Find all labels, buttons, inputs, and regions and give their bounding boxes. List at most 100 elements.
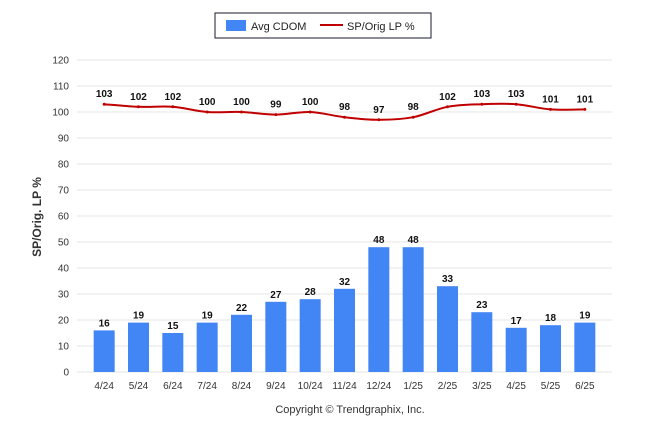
x-axis-ticks: 4/24 5/24 6/24 7/24 8/24 9/24 10/24 11/24 12/24 1…: [94, 381, 595, 392]
y-tick-label: 90: [58, 134, 70, 145]
bar: [471, 312, 493, 372]
bar-data-label: 48: [373, 235, 385, 246]
line-data-label: 100: [302, 97, 319, 108]
bar-data-label: 32: [339, 277, 351, 288]
line-data-label: 102: [439, 92, 456, 103]
x-tick-label: 3/25: [472, 381, 492, 392]
y-tick-label: 10: [58, 342, 70, 353]
bar: [540, 325, 561, 372]
x-tick-label: 6/24: [163, 381, 183, 392]
bar: [574, 322, 596, 372]
line-data-label: 99: [270, 100, 282, 111]
y-tick-label: 20: [58, 316, 70, 327]
bar-data-label: 19: [133, 311, 145, 322]
x-tick-label: 4/24: [94, 381, 114, 392]
bar: [128, 322, 149, 372]
bar-series: 16 19 15 19 22 27 28 32 48 48 33 23 17 18 19: [93, 235, 596, 372]
y-tick-label: 0: [63, 368, 69, 379]
y-tick-label: 40: [58, 264, 70, 275]
bar: [196, 322, 218, 372]
line-data-label: 98: [408, 102, 420, 113]
bar-data-label: 28: [305, 287, 317, 298]
bar: [265, 301, 287, 372]
x-tick-label: 1/25: [403, 381, 423, 392]
line-data-label: 101: [576, 94, 593, 105]
y-tick-label: 70: [58, 186, 70, 197]
line-point: [411, 115, 415, 119]
line-point: [343, 115, 346, 119]
x-tick-label: 6/25: [575, 381, 595, 392]
line-data-label: 103: [473, 89, 490, 100]
line-data-label: 97: [373, 105, 385, 116]
line-point: [205, 110, 209, 114]
y-tick-label: 100: [52, 108, 69, 119]
bar: [231, 314, 252, 372]
y-tick-label: 120: [52, 56, 69, 67]
line-point: [480, 102, 484, 106]
line-data-label: 101: [542, 94, 559, 105]
legend-line-label: SP/Orig LP %: [347, 21, 415, 33]
bar-data-label: 23: [476, 300, 488, 311]
x-tick-label: 8/24: [232, 381, 252, 392]
bar-data-label: 15: [167, 321, 179, 332]
legend-bar-swatch: [226, 20, 246, 31]
line-point: [446, 105, 449, 109]
line-data-label: 102: [164, 92, 181, 103]
line-point: [274, 113, 278, 117]
line-data-label: 100: [233, 97, 250, 108]
bar: [368, 247, 390, 372]
line-data-label: 103: [508, 89, 525, 100]
legend: Avg CDOM SP/Orig LP %: [214, 12, 432, 39]
bar-data-label: 18: [545, 313, 557, 324]
line-point: [240, 110, 243, 114]
bar-data-label: 17: [511, 316, 523, 327]
line-point: [102, 102, 106, 106]
line-point: [137, 105, 140, 109]
x-tick-label: 12/24: [366, 381, 391, 392]
line-data-label: 102: [130, 92, 147, 103]
bar: [162, 333, 184, 372]
line-point: [377, 118, 381, 122]
bar-data-label: 19: [579, 311, 591, 322]
y-tick-label: 30: [58, 290, 70, 301]
line-point: [514, 102, 518, 106]
y-tick-label: 60: [58, 212, 70, 223]
x-tick-label: 5/24: [129, 381, 149, 392]
bar-data-label: 33: [442, 274, 454, 285]
bar: [402, 247, 424, 372]
x-tick-label: 5/25: [541, 381, 561, 392]
line-point: [549, 107, 552, 111]
line-point: [583, 107, 587, 111]
line-point: [171, 105, 175, 109]
bar-data-label: 16: [99, 318, 111, 329]
bar: [299, 299, 321, 372]
bar-data-label: 48: [408, 235, 420, 246]
x-tick-label: 4/25: [506, 381, 526, 392]
line-series: 103 102 102 100 100 99 100 98 97 98 102 103 103 101 10…: [96, 89, 594, 122]
bar-data-label: 22: [236, 303, 248, 314]
y-tick-label: 110: [53, 82, 69, 93]
y-axis-ticks: 0 10 20 30 40 50 60 70 80 90 100 110 120: [52, 56, 69, 379]
y-tick-label: 80: [58, 160, 70, 171]
x-tick-label: 2/25: [438, 381, 458, 392]
line-data-label: 98: [339, 102, 351, 113]
x-tick-label: 7/24: [197, 381, 217, 392]
line-data-label: 103: [96, 89, 113, 100]
line-point: [308, 110, 312, 114]
bar: [437, 286, 458, 372]
bar: [93, 330, 115, 372]
x-tick-label: 10/24: [298, 381, 323, 392]
legend-bar-label: Avg CDOM: [251, 21, 306, 33]
bar-data-label: 27: [270, 290, 282, 301]
x-tick-label: 9/24: [266, 381, 286, 392]
bar-data-label: 19: [202, 311, 214, 322]
x-tick-label: 11/24: [332, 381, 357, 392]
y-axis-label: SP/Orig. LP %: [30, 177, 44, 257]
bar: [505, 327, 527, 372]
y-tick-label: 50: [58, 238, 70, 249]
bar: [334, 288, 355, 372]
copyright-text: Copyright © Trendgraphix, Inc.: [275, 404, 424, 416]
line-data-label: 100: [199, 97, 216, 108]
